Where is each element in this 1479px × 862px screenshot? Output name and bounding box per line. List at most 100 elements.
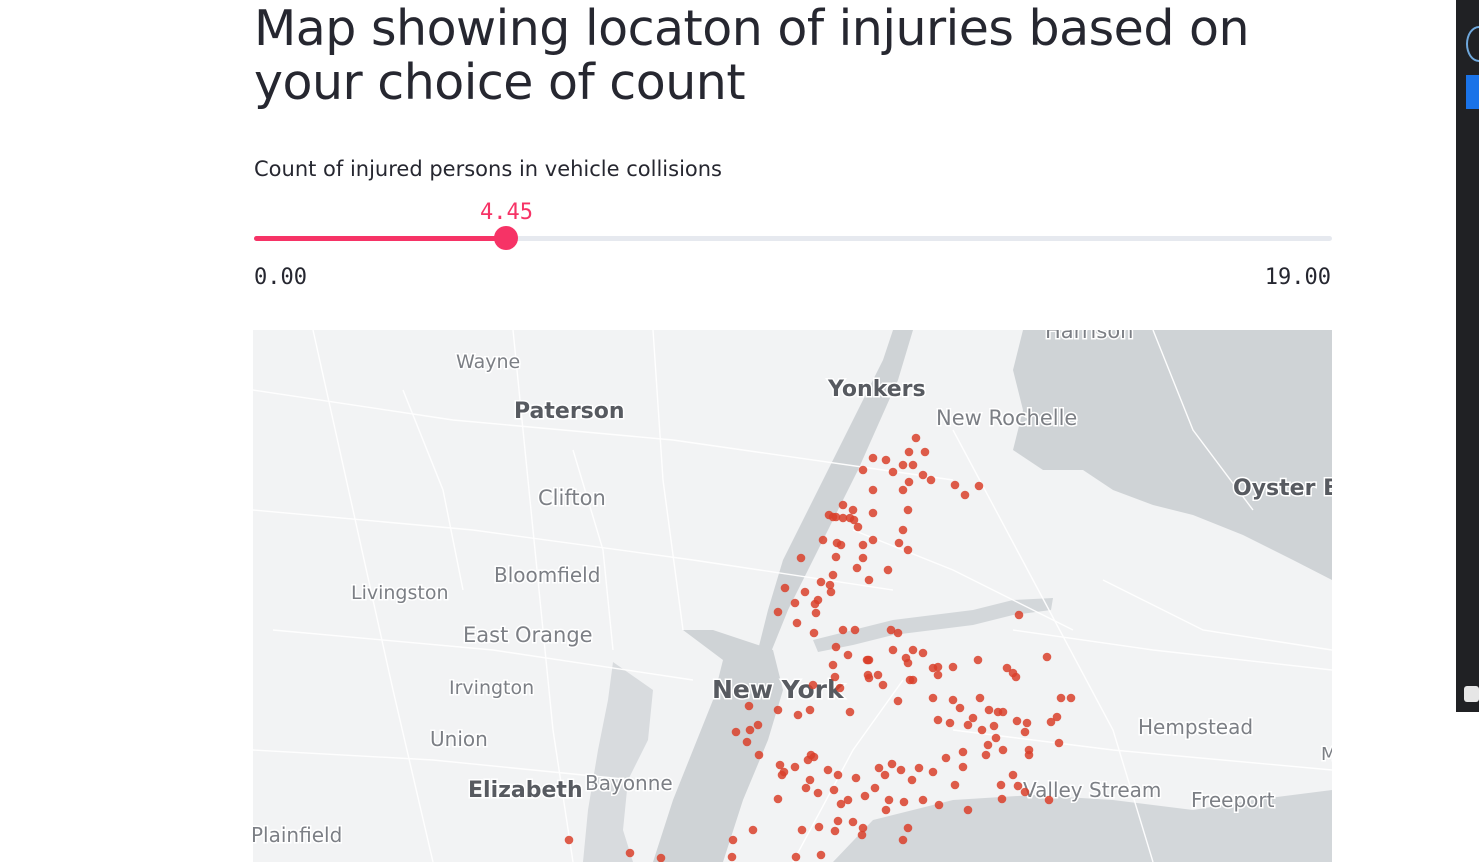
injury-marker — [835, 683, 845, 693]
injury-marker — [1052, 712, 1062, 722]
injury-marker — [904, 447, 914, 457]
injury-marker — [836, 799, 846, 809]
injury-marker — [625, 848, 635, 858]
injury-marker — [1024, 750, 1034, 760]
injury-marker — [1014, 610, 1024, 620]
injury-marker — [1002, 663, 1012, 673]
hudson-river — [758, 330, 913, 652]
place-label-new-rochelle: New Rochelle — [936, 406, 1077, 430]
injury-marker — [858, 553, 868, 563]
panel-blue-tab[interactable] — [1466, 75, 1479, 109]
injury-marker — [918, 470, 928, 480]
place-label-bloomfield: Bloomfield — [494, 563, 600, 587]
slider-max-value: 19.00 — [1264, 265, 1331, 290]
injury-marker — [826, 587, 836, 597]
injury-marker — [899, 797, 909, 807]
injury-marker — [863, 670, 873, 680]
injury-marker — [893, 628, 903, 638]
injury-marker — [928, 767, 938, 777]
injury-marker — [920, 447, 930, 457]
injury-marker — [958, 762, 968, 772]
injury-marker — [908, 675, 918, 685]
road-network — [253, 330, 1332, 862]
place-label-freeport: Freeport — [1191, 788, 1275, 812]
injury-marker — [873, 670, 883, 680]
east-river — [813, 598, 1053, 652]
injury-marker — [973, 655, 983, 665]
injury-marker — [838, 500, 848, 510]
injury-marker — [728, 835, 738, 845]
injury-marker — [828, 570, 838, 580]
injury-marker — [983, 740, 993, 750]
injury-marker — [898, 485, 908, 495]
injury-map[interactable]: Harrison Wayne Yonkers New Rochelle Paterson… — [253, 330, 1332, 862]
injury-marker — [958, 747, 968, 757]
injury-marker — [950, 480, 960, 490]
page-title: Map showing locaton of injuries based on… — [254, 0, 1250, 111]
injury-marker — [800, 587, 810, 597]
place-label-irvington: Irvington — [449, 677, 534, 699]
injury-marker — [848, 505, 858, 515]
injury-marker — [997, 794, 1007, 804]
panel-circle-icon[interactable] — [1466, 26, 1479, 62]
injury-marker — [874, 763, 884, 773]
injury-marker — [748, 825, 758, 835]
injury-marker — [975, 693, 985, 703]
injury-marker — [838, 625, 848, 635]
injury-marker — [744, 701, 754, 711]
injury-marker — [805, 775, 815, 785]
injury-marker — [843, 650, 853, 660]
injury-marker — [832, 538, 842, 548]
place-label-valley-stream: Valley Stream — [1023, 778, 1161, 802]
long-island-sound — [1013, 330, 1332, 580]
injury-marker — [908, 460, 918, 470]
injury-marker — [656, 853, 666, 862]
injury-marker — [818, 535, 828, 545]
injury-marker — [830, 672, 840, 682]
injury-marker — [853, 522, 863, 532]
injury-markers — [564, 433, 1076, 862]
map-canvas[interactable]: Harrison Wayne Yonkers New Rochelle Paterson… — [253, 330, 1332, 862]
injury-marker — [775, 760, 785, 770]
injury-marker — [868, 535, 878, 545]
injury-marker — [731, 727, 741, 737]
injury-marker — [860, 791, 870, 801]
injury-marker — [948, 695, 958, 705]
injury-marker — [907, 775, 917, 785]
place-label-bayonne: Bayonne — [585, 771, 673, 795]
injury-marker — [884, 795, 894, 805]
injury-marker — [829, 785, 839, 795]
injury-marker — [870, 783, 880, 793]
place-label-harrison: Harrison — [1045, 330, 1134, 343]
injury-marker — [831, 512, 841, 522]
injury-marker — [977, 725, 987, 735]
side-panel-edge — [1456, 0, 1479, 712]
injury-marker — [878, 680, 888, 690]
injury-marker — [857, 830, 867, 840]
injury-marker — [809, 628, 819, 638]
panel-button[interactable] — [1464, 686, 1479, 702]
slider-current-value: 4.45 — [479, 200, 533, 225]
injury-marker — [950, 780, 960, 790]
injury-marker — [1044, 795, 1054, 805]
injury-count-slider[interactable] — [254, 226, 1332, 250]
injury-marker — [796, 553, 806, 563]
place-label-yonkers: Yonkers — [827, 377, 926, 402]
injury-marker — [918, 795, 928, 805]
injury-marker — [849, 515, 859, 525]
injury-marker — [808, 680, 818, 690]
place-label-hempstead: Hempstead — [1138, 715, 1253, 739]
injury-marker — [801, 783, 811, 793]
injury-marker — [928, 693, 938, 703]
slider-thumb[interactable] — [494, 226, 519, 250]
injury-marker — [831, 642, 841, 652]
injury-marker — [843, 795, 853, 805]
injury-marker — [903, 823, 913, 833]
place-label-east-orange: East Orange — [463, 623, 593, 647]
injury-marker — [1020, 727, 1030, 737]
injury-marker — [868, 453, 878, 463]
injury-marker — [797, 825, 807, 835]
injury-marker — [881, 455, 891, 465]
injury-marker — [773, 794, 783, 804]
injury-marker — [898, 525, 908, 535]
